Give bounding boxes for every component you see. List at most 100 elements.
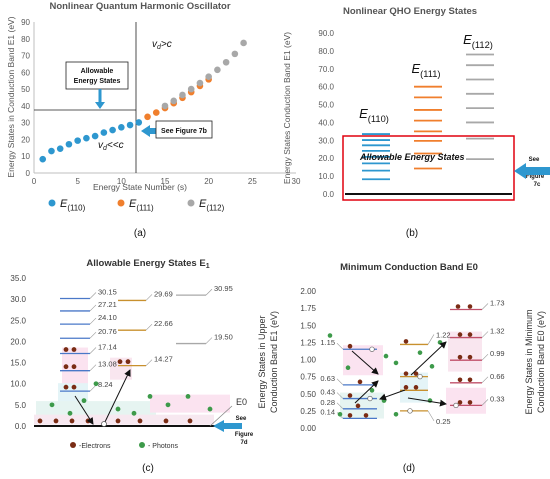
panel-d-arrow-2 xyxy=(351,350,379,375)
panel-a-point-s3 xyxy=(240,39,247,47)
electron-dot xyxy=(347,413,353,418)
panel-c-background-band xyxy=(36,401,156,416)
panel-c-ytick-label: 20.0 xyxy=(10,337,26,346)
panel-a-vd-high: vd>c xyxy=(152,39,172,51)
panel-a-xtick-label: 30 xyxy=(292,177,301,186)
panel-a-point-s3 xyxy=(187,85,195,93)
panel-a-xtick-label: 20 xyxy=(204,177,213,186)
panel-c-yticks: 0.0 5.0 10.0 15.0 20.0 25.0 30.0 35.0 xyxy=(10,274,26,431)
electron-dot xyxy=(455,304,461,309)
electron-dot xyxy=(71,347,77,352)
panel-a-allowable-arrowhead xyxy=(95,102,105,109)
panel-d-ytick-label: 1.75 xyxy=(300,304,316,313)
panel-b-label: (b) xyxy=(406,228,418,239)
panel-d-label-leader xyxy=(481,353,489,361)
panel-d-value-label: 0.99 xyxy=(490,349,505,358)
panel-a-point-s1 xyxy=(135,119,143,126)
panel-a-allowable-box xyxy=(65,61,129,90)
panel-a-point-s1 xyxy=(48,147,55,155)
panel-c-ytick-label: 5.0 xyxy=(15,401,27,410)
panel-c-value-label: 19.50 xyxy=(214,333,233,342)
panel-c-ytick-label: 30.0 xyxy=(10,295,26,304)
panel-d-ytick-label: 1.00 xyxy=(300,356,316,365)
photon-dot xyxy=(437,340,443,345)
panel-c-see-line2: Figure xyxy=(235,432,254,438)
panel-d-arrow-1 xyxy=(354,380,379,404)
electron-dot xyxy=(403,371,409,376)
panel-c-label-leader xyxy=(145,323,153,331)
electron-dot xyxy=(137,418,143,424)
panel-c-background-band xyxy=(34,414,214,425)
panel-a-ytick-label: 90 xyxy=(21,18,30,27)
panel-d-value-label: 0.63 xyxy=(320,374,335,383)
panel-b-ytick-label: 30.0 xyxy=(318,136,334,145)
photon-dot xyxy=(345,365,351,371)
panel-c-levels: 8.24 13.08 17.14 20.76 24.10 27.21 30.15 14.27 2… xyxy=(60,284,233,392)
panel-a-legend-label-1: E(110) xyxy=(60,198,86,212)
panel-d-ytick-label: 0.50 xyxy=(300,390,316,399)
panel-c-value-label: 13.08 xyxy=(98,360,117,369)
electron-dot xyxy=(347,343,353,349)
electron-dot xyxy=(63,347,69,352)
panel-c-see-line3: 7d xyxy=(240,440,247,446)
panel-b-column-header: E(112) xyxy=(463,32,493,50)
panel-d-ytick-label: 1.25 xyxy=(300,338,316,347)
electron-dot xyxy=(403,339,409,344)
panel-c-ylabel-1: Energy States in Upper xyxy=(257,315,267,408)
panel-c-see-arrow xyxy=(213,420,242,432)
panel-a-xtick-label: 5 xyxy=(75,177,80,186)
panel-d-value-label: 1.22 xyxy=(436,330,451,339)
panel-a-xlabel: Energy State Number (s) xyxy=(93,182,187,192)
photon-dot xyxy=(67,410,73,416)
panel-d-title: Minimum Conduction Band E0 xyxy=(340,262,478,273)
panel-d-levels: 0.140.280.43 0.63 1.15 0.25 1.22 0.33 0.66 0.99… xyxy=(320,298,504,425)
panel-a-ytick-label: 0 xyxy=(26,169,31,178)
panel-a-legend: E(110) E(111) E(112) xyxy=(48,198,225,212)
photon-dot xyxy=(327,333,333,338)
panel-b-ytick-label: 70.0 xyxy=(318,65,334,74)
panel-c-ytick-label: 10.0 xyxy=(10,380,26,389)
panel-c-value-label: 24.10 xyxy=(98,313,117,322)
panel-b: Nonlinear QHO Energy States Energy State… xyxy=(282,6,550,239)
panel-d-label-leader xyxy=(481,376,489,384)
photon-dot xyxy=(393,360,399,366)
panel-d-yticks: 0.00 0.25 0.50 0.75 1.00 1.25 1.50 1.75 2.00 xyxy=(300,287,316,433)
electron-dot xyxy=(53,418,59,424)
panel-d-ytick-label: 0.00 xyxy=(300,424,316,433)
panel-d-label-leader xyxy=(427,410,435,422)
panel-d-value-label: 0.14 xyxy=(320,407,335,416)
panel-a-point-s1 xyxy=(74,137,81,144)
panel-d-ytick-label: 1.50 xyxy=(300,321,316,330)
photon-dot xyxy=(185,394,191,399)
panel-b-ytick-label: 20.0 xyxy=(318,154,334,163)
electron-dot xyxy=(467,304,473,309)
electron-dot xyxy=(125,359,131,365)
photon-dot xyxy=(337,412,343,417)
panel-a-point-s1 xyxy=(100,129,108,136)
hole-marker xyxy=(367,395,373,402)
panel-d-ylabel-2: Conduction Band E0 (eV) xyxy=(536,311,546,413)
panel-b-ytick-label: 60.0 xyxy=(318,83,334,92)
panel-b-ytick-label: 40.0 xyxy=(318,118,334,127)
electron-dot xyxy=(357,379,363,385)
hole-marker xyxy=(369,346,375,352)
panel-a-allowable-line1: Allowable xyxy=(81,68,114,75)
panel-d-value-label: 0.43 xyxy=(320,388,335,397)
legend-electron-marker xyxy=(70,442,76,448)
electron-dot xyxy=(71,384,77,390)
panel-d-ylabel-1: Energy States in Minimum xyxy=(524,309,534,414)
panel-c-label-leader xyxy=(89,332,97,339)
panel-c-particles xyxy=(37,347,213,424)
panel-b-ytick-label: 50.0 xyxy=(318,101,334,110)
panel-a-point-s3 xyxy=(161,102,169,110)
panel-d-label-leader xyxy=(336,343,344,350)
photon-dot xyxy=(115,406,121,412)
electron-dot xyxy=(467,332,473,337)
panel-d-background-band xyxy=(446,387,486,414)
photon-dot xyxy=(93,381,99,387)
panel-c-ytick-label: 15.0 xyxy=(10,359,26,368)
panel-a-legend-label-3: E(112) xyxy=(199,198,225,212)
photon-dot xyxy=(429,364,435,369)
panel-b-column-header: E(110) xyxy=(359,106,389,124)
